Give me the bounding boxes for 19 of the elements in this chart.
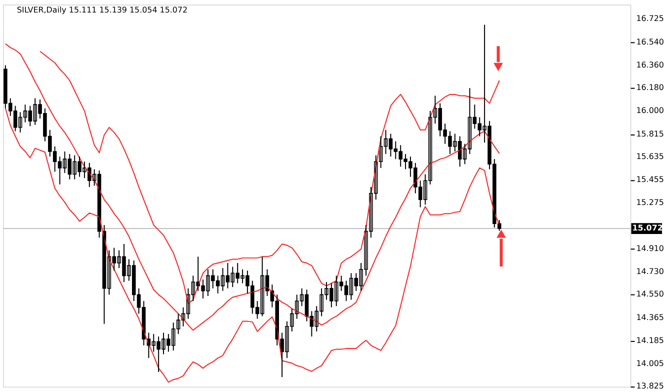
y-tick-label: 16.725 xyxy=(636,14,664,24)
chart-title: SILVER,Daily 15.111 15.139 15.054 15.072 xyxy=(16,5,188,14)
y-tick-label: 14.550 xyxy=(636,290,664,299)
y-tick-label: 16.540 xyxy=(636,37,664,46)
y-tick-label: 14.185 xyxy=(636,336,664,345)
y-tick-label: 14.365 xyxy=(636,313,664,322)
line-series xyxy=(4,108,500,383)
y-tick-label: 16.000 xyxy=(636,106,664,115)
y-tick-label: 15.815 xyxy=(636,129,664,138)
line-series xyxy=(4,43,500,331)
y-tick-label: 15.455 xyxy=(636,174,664,184)
y-tick-label: 14.910 xyxy=(636,244,664,254)
y-tick-label: 16.360 xyxy=(636,60,664,70)
y-tick-label: 15.275 xyxy=(636,198,664,207)
y-tick-label: 16.180 xyxy=(636,83,664,92)
y-tick-label: 14.005 xyxy=(636,358,664,368)
y-tick-label: 14.730 xyxy=(636,266,664,276)
y-tick-label: 15.635 xyxy=(636,152,664,162)
y-tick-label: 13.825 xyxy=(636,382,664,391)
